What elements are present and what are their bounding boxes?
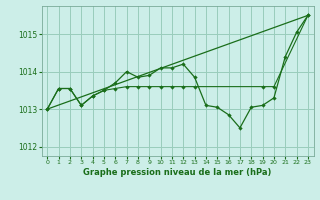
X-axis label: Graphe pression niveau de la mer (hPa): Graphe pression niveau de la mer (hPa)	[84, 168, 272, 177]
